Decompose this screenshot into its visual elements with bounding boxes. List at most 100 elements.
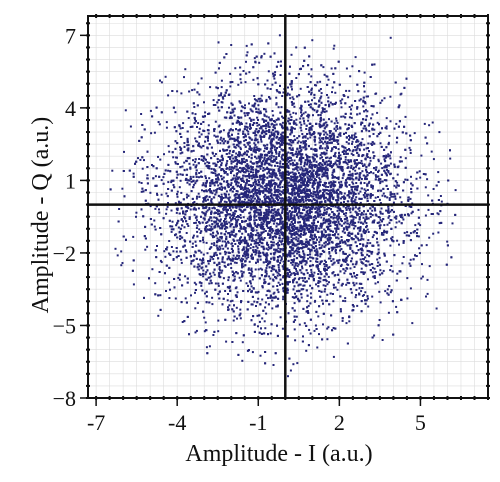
data-point xyxy=(199,258,201,261)
data-point xyxy=(273,208,276,211)
data-point xyxy=(140,190,143,193)
data-point xyxy=(168,150,171,153)
data-point xyxy=(361,138,364,141)
data-point xyxy=(269,168,272,171)
data-point xyxy=(221,244,224,247)
data-point xyxy=(282,227,285,230)
data-point xyxy=(227,197,230,200)
data-point xyxy=(328,281,330,284)
data-point xyxy=(304,169,307,172)
data-point xyxy=(241,262,244,265)
data-point xyxy=(214,174,217,177)
data-point xyxy=(261,130,264,133)
data-point xyxy=(324,288,327,291)
data-point xyxy=(348,89,351,92)
data-point xyxy=(245,248,248,251)
data-point xyxy=(184,275,187,278)
data-point xyxy=(212,258,215,261)
data-point xyxy=(377,158,380,161)
data-point xyxy=(248,173,251,175)
data-point xyxy=(200,284,203,287)
data-point xyxy=(428,265,431,268)
data-point xyxy=(378,290,381,293)
data-point xyxy=(260,94,263,97)
data-point xyxy=(407,234,410,237)
data-point xyxy=(277,208,280,211)
data-point xyxy=(293,191,296,194)
data-point xyxy=(226,299,229,302)
data-point xyxy=(344,158,347,161)
data-point xyxy=(254,268,257,271)
data-point xyxy=(367,278,369,281)
data-point xyxy=(297,140,300,143)
data-point xyxy=(293,105,296,108)
data-point xyxy=(235,155,238,158)
data-point xyxy=(320,92,323,95)
data-point xyxy=(377,170,379,173)
data-point xyxy=(258,149,261,152)
data-point xyxy=(151,268,154,271)
data-point xyxy=(292,173,295,176)
data-point xyxy=(360,178,363,180)
data-point xyxy=(194,160,197,163)
data-point xyxy=(326,141,329,144)
data-point xyxy=(267,70,270,73)
data-point xyxy=(207,124,210,127)
data-point xyxy=(430,150,433,153)
data-point xyxy=(301,243,304,246)
data-point xyxy=(310,93,313,96)
data-point xyxy=(366,253,369,256)
data-point xyxy=(158,208,160,211)
data-point xyxy=(344,240,347,243)
data-point xyxy=(326,189,329,192)
data-point xyxy=(335,216,338,219)
data-point xyxy=(296,201,299,204)
data-point xyxy=(337,176,340,179)
data-point xyxy=(293,255,296,258)
data-point xyxy=(254,139,257,142)
data-point xyxy=(265,110,268,113)
data-point xyxy=(258,61,261,64)
data-point xyxy=(366,110,369,113)
data-point xyxy=(259,178,262,181)
data-point xyxy=(232,185,235,188)
data-point xyxy=(310,244,313,247)
data-point xyxy=(268,275,271,278)
data-point xyxy=(306,198,309,201)
data-point xyxy=(270,173,273,176)
data-point xyxy=(129,125,132,128)
data-point xyxy=(210,213,213,215)
data-point xyxy=(355,136,358,139)
data-point xyxy=(328,157,331,160)
data-point xyxy=(387,141,390,144)
data-point xyxy=(289,369,292,372)
data-point xyxy=(359,238,362,241)
data-point xyxy=(213,273,216,276)
data-point xyxy=(296,141,299,144)
data-point xyxy=(172,250,175,253)
data-point xyxy=(357,192,360,195)
data-point xyxy=(212,334,215,336)
data-point xyxy=(355,288,358,291)
data-point xyxy=(366,156,369,159)
data-point xyxy=(305,223,308,226)
data-point xyxy=(193,213,196,216)
data-point xyxy=(334,233,336,236)
data-point xyxy=(334,227,337,230)
data-point xyxy=(206,161,209,164)
data-point xyxy=(185,250,188,253)
data-point xyxy=(417,235,420,238)
data-point xyxy=(213,184,216,187)
data-point xyxy=(409,197,412,200)
data-point xyxy=(280,190,283,193)
data-point xyxy=(281,121,284,124)
data-point xyxy=(275,102,278,105)
data-point xyxy=(242,265,245,268)
data-point xyxy=(229,149,231,152)
data-point xyxy=(316,190,319,192)
data-point xyxy=(349,211,352,214)
data-point xyxy=(246,126,249,129)
data-point xyxy=(309,250,312,253)
data-point xyxy=(305,260,308,263)
data-point xyxy=(272,364,275,366)
